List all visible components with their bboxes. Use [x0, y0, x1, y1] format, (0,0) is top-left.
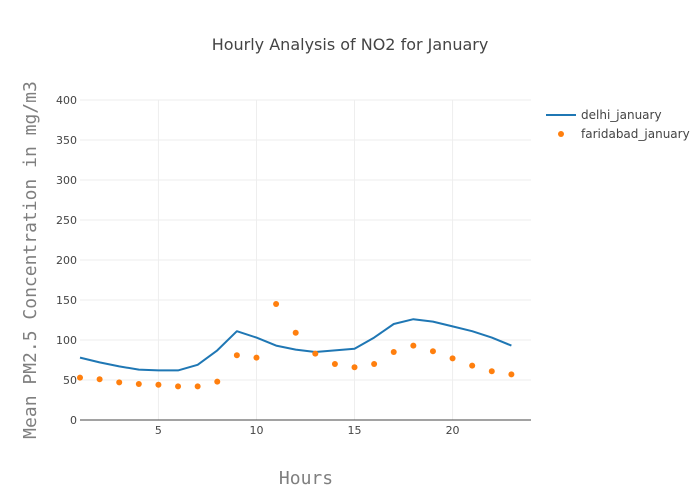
- y-tick-label: 250: [56, 214, 77, 227]
- legend-label: faridabad_january: [581, 127, 690, 141]
- y-gridlines: [80, 99, 531, 381]
- data-point: [488, 368, 495, 375]
- x-tick-label: 20: [446, 424, 460, 437]
- legend: delhi_january faridabad_january: [546, 108, 690, 141]
- data-point: [175, 383, 182, 390]
- data-point: [429, 348, 436, 355]
- y-tick-label: 0: [70, 414, 77, 427]
- data-point: [233, 352, 240, 359]
- series-layer: [77, 301, 515, 390]
- x-tick-label: 15: [348, 424, 362, 437]
- y-tick-labels: 0 50 100 150 200 250 300 350 400: [56, 94, 77, 427]
- legend-swatch: [558, 131, 564, 137]
- y-tick-label: 400: [56, 94, 77, 107]
- data-point: [449, 355, 456, 362]
- legend-item[interactable]: faridabad_january: [558, 127, 690, 141]
- x-tick-label: 10: [249, 424, 263, 437]
- series-line: [79, 318, 512, 372]
- x-tick-labels: 5 10 15 20: [155, 424, 460, 437]
- data-point: [292, 329, 299, 336]
- y-tick-label: 200: [56, 254, 77, 267]
- data-point: [390, 349, 397, 355]
- y-tick-label: 350: [56, 134, 77, 147]
- data-point: [351, 364, 358, 371]
- y-tick-label: 50: [63, 374, 77, 387]
- data-point: [116, 379, 123, 386]
- data-point: [135, 381, 142, 387]
- series-faridabad_january: [77, 301, 515, 390]
- series-delhi_january: [79, 318, 512, 372]
- data-point: [410, 342, 417, 349]
- data-point: [312, 350, 319, 357]
- data-point: [214, 378, 221, 385]
- chart-title: Hourly Analysis of NO2 for January: [212, 35, 489, 54]
- x-axis-title: Hours: [279, 468, 333, 489]
- data-point: [331, 361, 338, 367]
- x-tick-label: 5: [155, 424, 162, 437]
- data-point: [96, 376, 103, 383]
- data-point: [469, 362, 476, 369]
- legend-item[interactable]: delhi_january: [546, 108, 662, 122]
- y-tick-label: 100: [56, 334, 77, 347]
- data-point: [77, 374, 83, 381]
- data-point: [194, 383, 201, 390]
- data-point: [253, 354, 260, 361]
- legend-label: delhi_january: [581, 108, 662, 122]
- data-point: [155, 381, 162, 388]
- data-point: [371, 361, 378, 367]
- y-axis-title: Mean PM2.5 Concentration in mg/m3: [20, 81, 41, 439]
- y-tick-label: 150: [56, 294, 77, 307]
- data-point: [508, 371, 515, 378]
- y-tick-label: 300: [56, 174, 77, 187]
- data-point: [273, 301, 280, 307]
